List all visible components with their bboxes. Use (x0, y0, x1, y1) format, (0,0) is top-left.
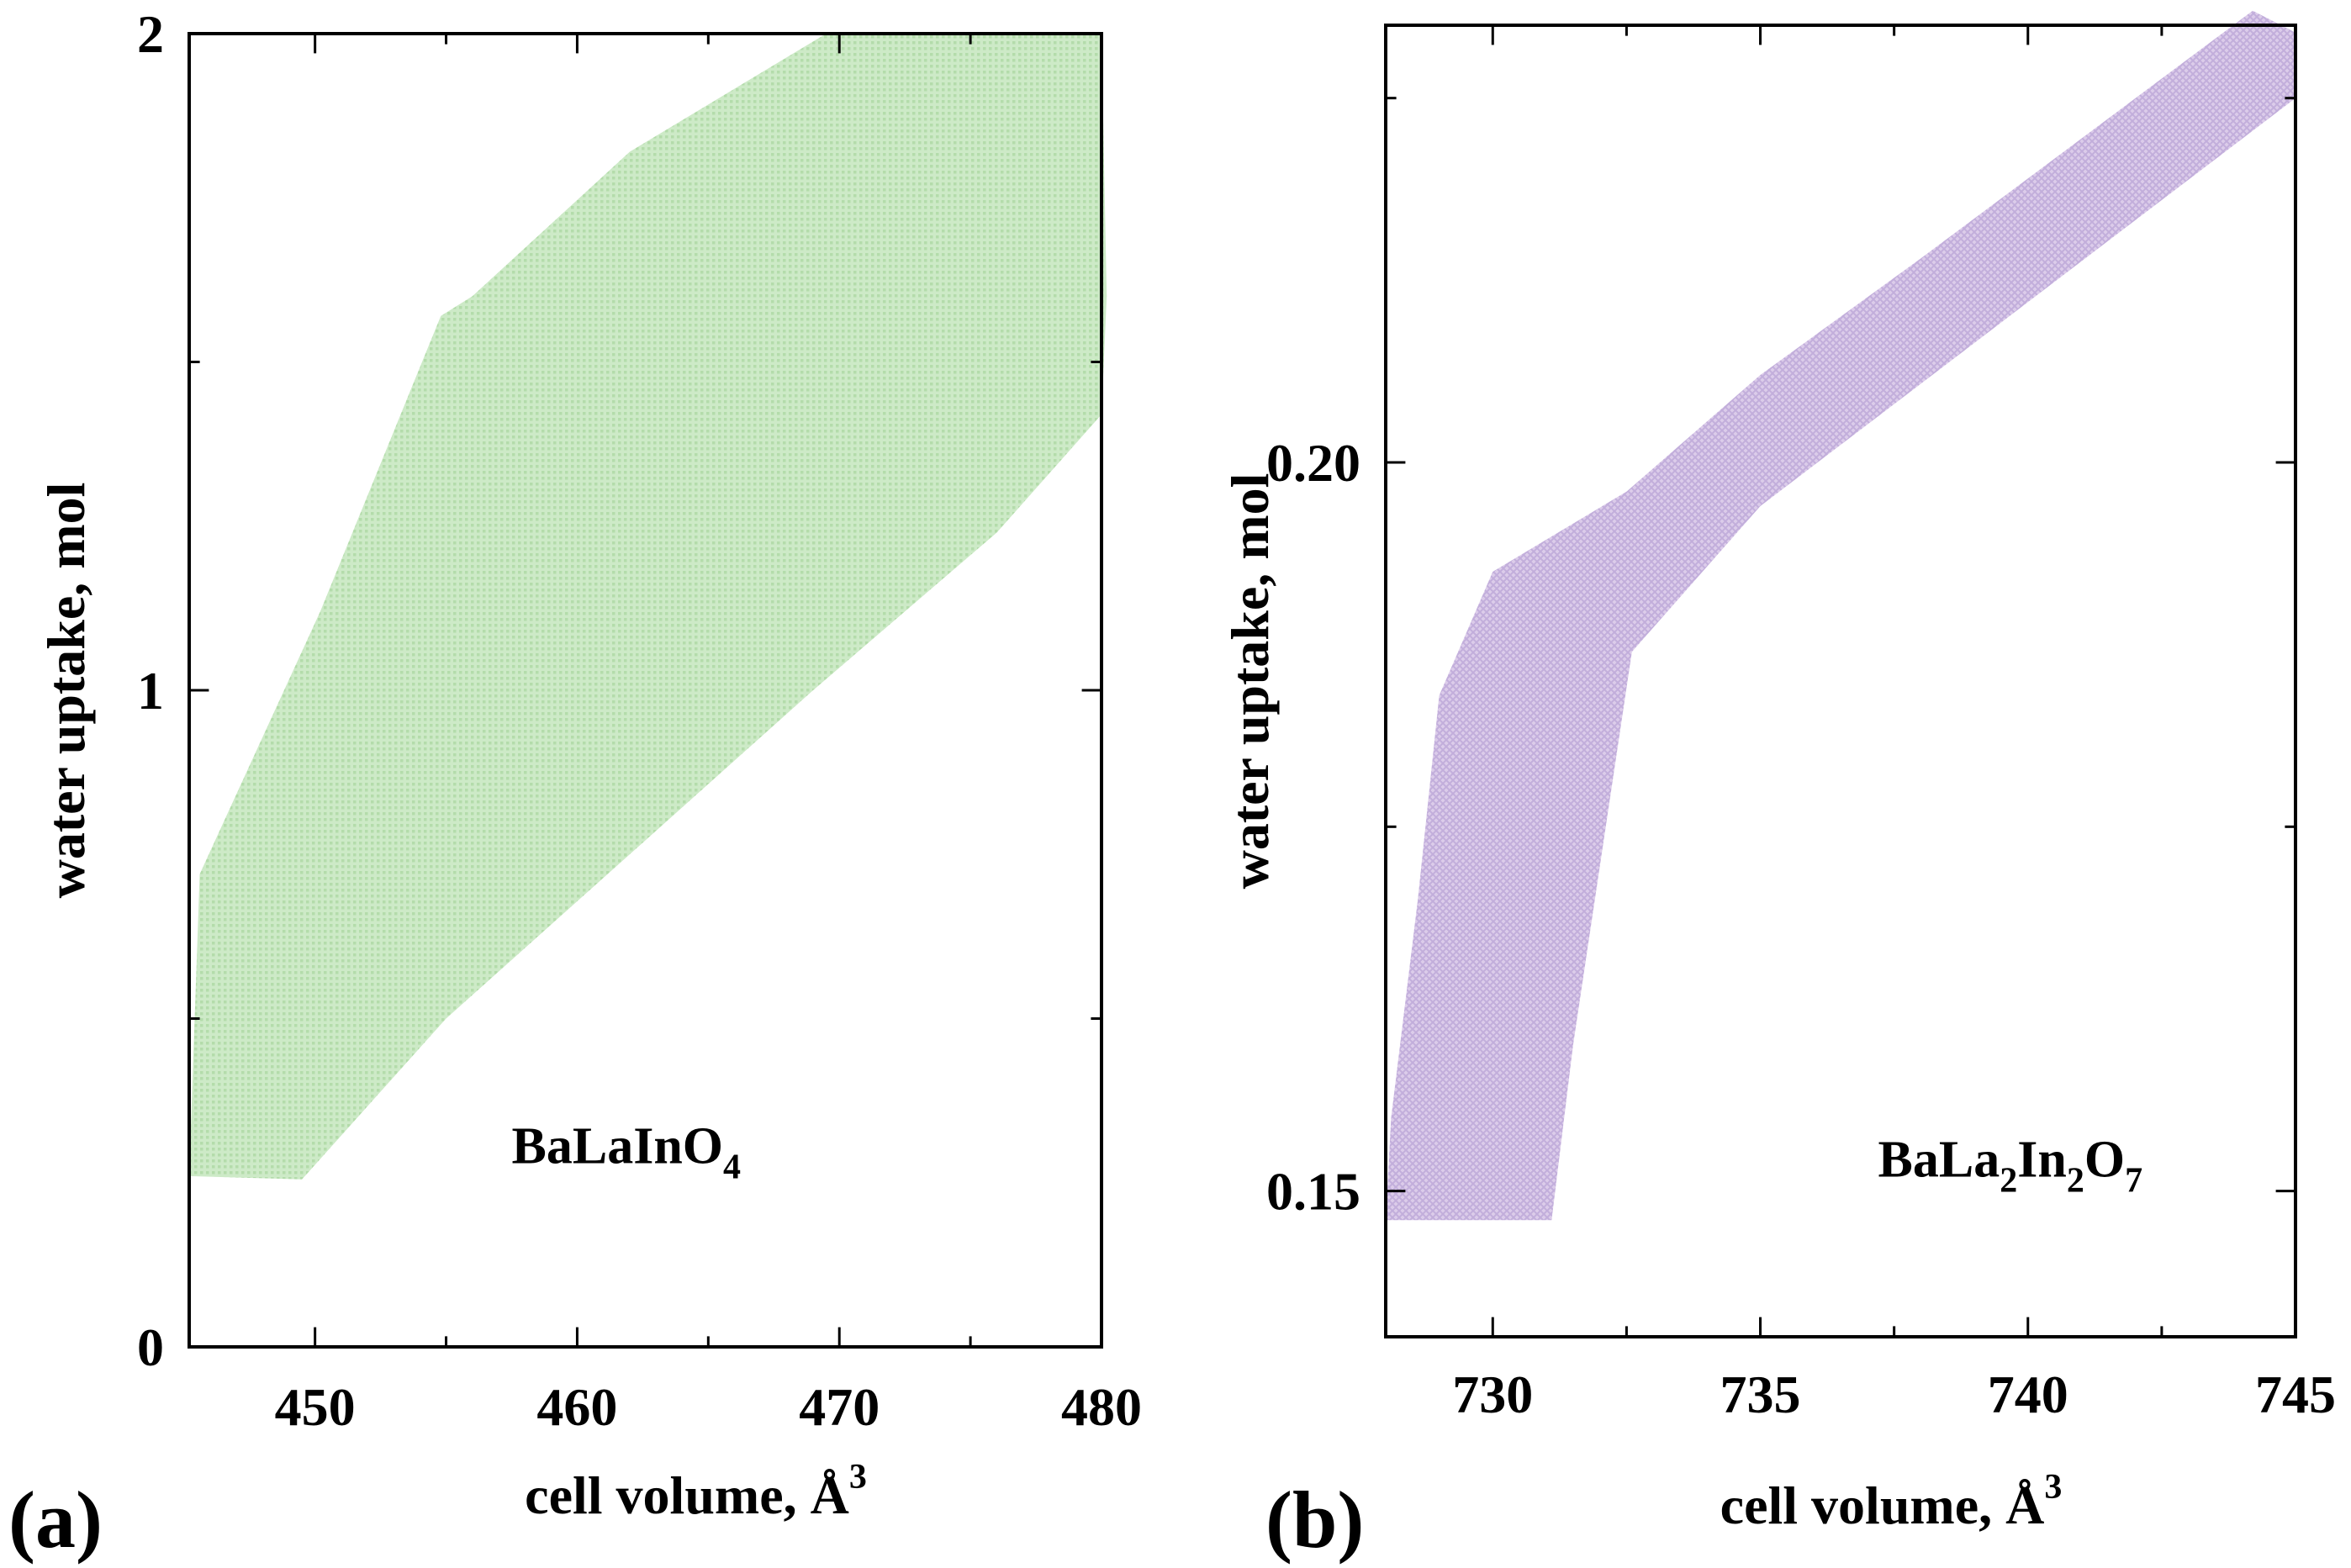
chart-b-region (1386, 10, 2296, 1221)
chart-b-xtick-label: 730 (1452, 1365, 1533, 1424)
chart-b-ytick-label: 0.20 (1266, 433, 1360, 493)
formula-subscript: 4 (723, 1148, 741, 1186)
chart-a-ytick-label: 1 (137, 661, 164, 721)
chart-a-panel-label: (a) (8, 1475, 103, 1565)
chart-b-xtick-label: 745 (2255, 1365, 2336, 1424)
xlabel-superscript: 3 (2044, 1468, 2062, 1507)
xlabel-text: cell volume, Å (525, 1465, 849, 1525)
chart-b-annotation: BaLa2In2O7 (1878, 1131, 2143, 1200)
chart-a-annotation: BaLaInO4 (511, 1117, 741, 1186)
chart-b-ticks: 730 735 740 745 0.15 0.20 (1266, 25, 2336, 1424)
chart-b-frame (1384, 24, 2297, 1338)
chart-a-xtick-label: 470 (799, 1377, 880, 1437)
chart-b-ytick-label: 0.15 (1266, 1162, 1360, 1222)
chart-panel-a: 450 460 470 480 0 1 2 BaLaInO4 cell volume, Å3… (8, 4, 1142, 1565)
chart-a-xtick-label: 450 (275, 1377, 356, 1437)
xlabel-superscript: 3 (849, 1458, 867, 1497)
formula-subscript: 7 (2125, 1161, 2142, 1200)
chart-a-xlabel: cell volume, Å3 (525, 1458, 867, 1525)
chart-a-ticks: 450 460 470 480 0 1 2 (137, 4, 1142, 1437)
formula-text: BaLaInO (511, 1117, 723, 1175)
chart-a-ytick-label: 2 (137, 4, 164, 64)
formula-text: O (2084, 1131, 2125, 1188)
chart-b-xlabel: cell volume, Å3 (1720, 1468, 2063, 1535)
formula-text: BaLa (1878, 1131, 2000, 1188)
chart-b-panel-label: (b) (1265, 1475, 1364, 1565)
chart-a-ytick-label: 0 (137, 1317, 164, 1377)
formula-text: In (2017, 1131, 2067, 1188)
xlabel-text: cell volume, Å (1720, 1476, 2045, 1535)
chart-a-region (189, 34, 1107, 1180)
formula-subscript: 2 (2067, 1161, 2084, 1200)
chart-b-ylabel: water uptake, mol (1220, 473, 1280, 890)
chart-a-xtick-label: 480 (1061, 1377, 1142, 1437)
chart-a-xtick-label: 460 (536, 1377, 617, 1437)
chart-b-xtick-label: 740 (1988, 1365, 2068, 1424)
formula-subscript: 2 (2000, 1161, 2017, 1200)
chart-a-ylabel: water uptake, mol (36, 483, 96, 899)
chart-b-xtick-label: 735 (1720, 1365, 1801, 1424)
